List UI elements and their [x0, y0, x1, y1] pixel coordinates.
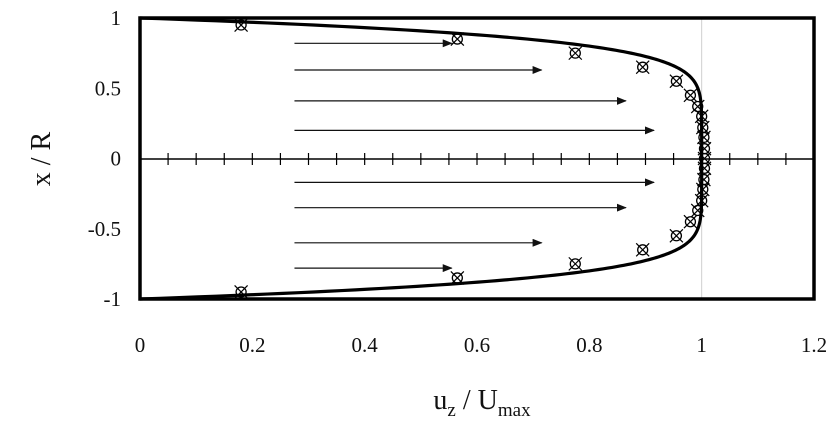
data-point-circle [235, 19, 247, 31]
data-point-cross-b [450, 32, 465, 46]
data-point-cross-b [669, 228, 684, 243]
data-point-18 [683, 214, 698, 229]
x-tick-label: 0.6 [464, 333, 490, 357]
x-axis-title-sub: z [447, 400, 455, 421]
data-point-circle [697, 183, 709, 196]
axes: 0 0.2 0.4 0.6 0.8 1 1.2 1 0.5 0 -0.5 -1 [88, 6, 827, 357]
data-point-circle [696, 110, 708, 122]
data-point-cross-b [690, 203, 705, 218]
data-point-cross-b [568, 46, 583, 61]
data-point-cross-b [697, 161, 712, 176]
data-point-10 [696, 130, 711, 145]
data-point-20 [635, 242, 650, 257]
data-point-cross-b [234, 18, 249, 32]
x-tick-label: 0 [135, 333, 146, 357]
x-tick-label: 1 [696, 333, 707, 357]
data-point-circle [451, 33, 463, 45]
data-point-cross-b [695, 182, 710, 197]
data-point-circle [684, 89, 697, 101]
data-point-5 [669, 74, 684, 89]
data-point-circle [698, 162, 711, 174]
data-point-23 [234, 285, 249, 299]
data-point-cross-b [669, 74, 684, 89]
data-point-cross-b [635, 60, 650, 75]
data-point-17 [690, 203, 705, 218]
data-point-circle [637, 244, 649, 256]
data-point-circle [692, 204, 704, 217]
x-axis-title-sub2: max [498, 400, 531, 421]
data-point-19 [669, 228, 684, 243]
data-point-circle [569, 258, 581, 270]
data-point-cross-b [690, 99, 705, 114]
data-point-cross-b [635, 242, 650, 257]
data-point-2 [450, 32, 465, 46]
y-tick-label: 1 [111, 6, 122, 30]
data-point-8 [694, 109, 709, 124]
data-point-1 [234, 18, 249, 32]
data-point-circle [692, 100, 704, 113]
x-axis-title-mid: / U [456, 385, 498, 416]
data-point-cross-b [234, 285, 249, 299]
plot-area [139, 16, 712, 301]
data-point-15 [695, 182, 710, 197]
y-tick-label: -0.5 [88, 217, 121, 241]
data-point-cross-b [696, 130, 711, 145]
y-tick-label: 0.5 [95, 76, 121, 100]
data-point-cross-b [694, 109, 709, 124]
data-point-6 [683, 88, 698, 103]
data-point-circle [670, 75, 683, 87]
data-point-13 [697, 161, 712, 176]
x-tick-label: 0.2 [239, 333, 265, 357]
x-tick-label: 1.2 [801, 333, 827, 357]
y-tick-label: -1 [104, 287, 122, 311]
x-axis-title: uz / Umax [433, 385, 531, 421]
x-axis-title-main: u [433, 385, 447, 416]
data-point-cross-b [683, 214, 698, 229]
data-point-circle [569, 47, 581, 59]
data-point-4 [635, 60, 650, 75]
y-axis-title: x / R [26, 131, 57, 186]
data-point-circle [637, 61, 649, 73]
data-point-cross-b [683, 88, 698, 103]
data-point-22 [450, 271, 465, 285]
data-point-circle [684, 216, 697, 228]
y-tick-label: 0 [111, 147, 122, 171]
data-point-circle [696, 194, 708, 207]
data-point-cross-b [450, 271, 465, 285]
data-point-21 [568, 256, 583, 271]
data-point-circle [451, 272, 463, 284]
data-point-circle [235, 286, 247, 298]
x-tick-label: 0.4 [352, 333, 379, 357]
data-point-cross-b [568, 256, 583, 271]
data-point-3 [568, 46, 583, 61]
data-point-circle [698, 131, 710, 144]
x-tick-label: 0.8 [576, 333, 602, 357]
data-point-cross-b [696, 172, 711, 187]
data-point-circle [670, 230, 683, 242]
data-point-cross-b [697, 141, 712, 156]
